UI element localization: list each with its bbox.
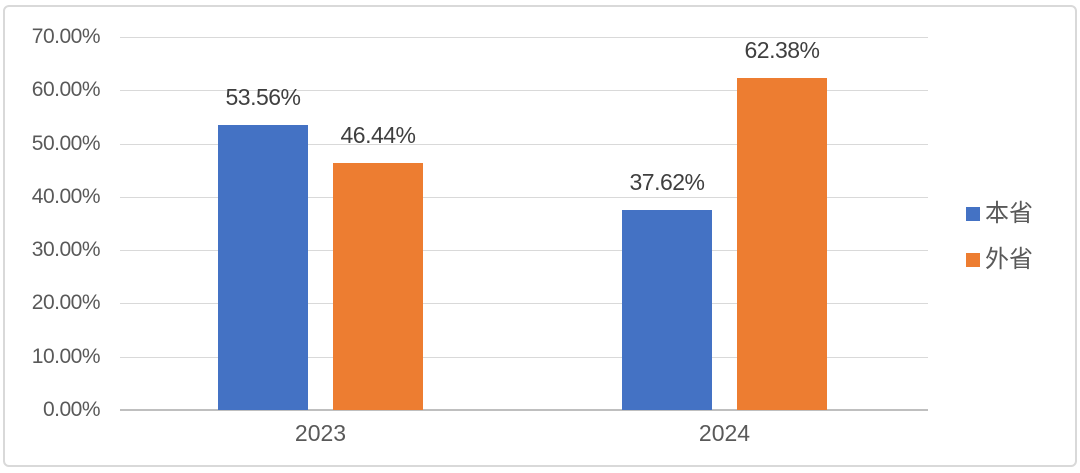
bar-data-label: 37.62% [629, 168, 705, 195]
legend: 本省 外省 [966, 200, 1033, 292]
legend-label-local-province: 本省 [985, 200, 1033, 227]
gridline [120, 196, 928, 198]
y-axis-tick-label: 30.00% [31, 238, 101, 262]
y-axis-tick-label: 70.00% [31, 25, 101, 48]
y-axis-tick-label: 0.00% [42, 398, 101, 421]
bar-2023-local-province [218, 124, 308, 410]
y-axis-tick-label: 10.00% [31, 344, 101, 368]
x-axis-category-label: 2024 [698, 420, 751, 446]
gridline [120, 303, 928, 305]
x-axis-category-label: 2023 [294, 420, 347, 446]
x-axis-line [120, 409, 928, 411]
y-axis-tick-label: 60.00% [31, 78, 101, 102]
y-axis-tick-label: 20.00% [31, 291, 101, 315]
legend-label-other-province: 外省 [985, 246, 1033, 273]
bar-2023-other-province [333, 162, 423, 410]
legend-item-other-province: 外省 [966, 246, 1033, 274]
legend-swatch-blue-icon [966, 207, 980, 221]
bar-data-label: 46.44% [340, 121, 416, 148]
y-axis-tick-label: 40.00% [31, 184, 101, 208]
gridline [120, 250, 928, 252]
bar-2024-local-province [622, 209, 712, 410]
legend-item-local-province: 本省 [966, 200, 1033, 228]
bar-2024-other-province [737, 77, 827, 410]
gridline [120, 356, 928, 358]
bar-data-label: 53.56% [225, 83, 301, 110]
gridline [120, 37, 928, 38]
y-axis-tick-label: 50.00% [31, 131, 101, 155]
gridline [120, 90, 928, 92]
bar-data-label: 62.38% [744, 36, 820, 63]
chart-frame-border [3, 5, 1077, 467]
gridline [120, 143, 928, 145]
legend-swatch-orange-icon [966, 253, 980, 267]
